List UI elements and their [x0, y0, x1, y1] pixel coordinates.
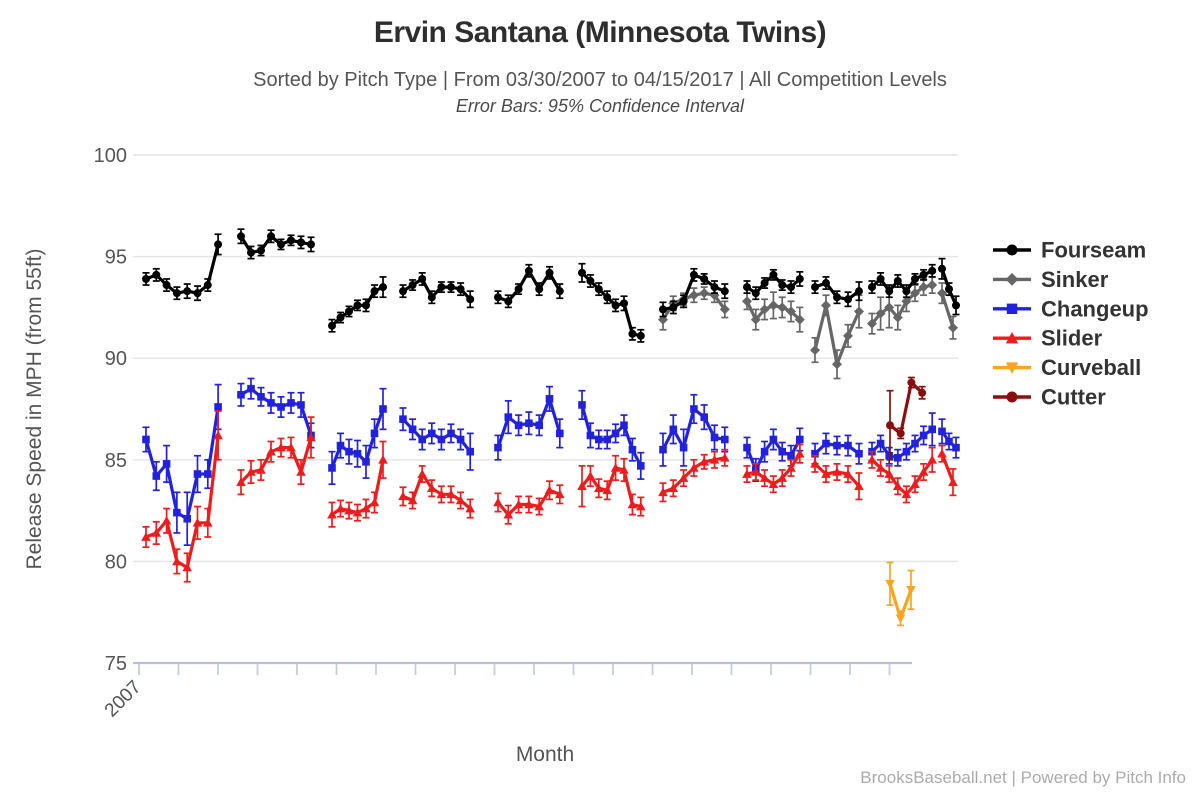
legend-item-curveball: Curveball [993, 355, 1141, 380]
legend-item-sinker: Sinker [993, 267, 1109, 292]
chart-subtitle: Sorted by Pitch Type | From 03/30/2007 t… [253, 69, 947, 91]
series-sinker [658, 276, 958, 380]
svg-text:95: 95 [105, 247, 127, 269]
legend-item-changeup: Changeup [993, 296, 1149, 321]
legend-label-changeup: Changeup [1041, 296, 1149, 321]
svg-text:85: 85 [105, 450, 127, 472]
svg-text:80: 80 [105, 551, 127, 573]
x-axis-title: Month [515, 743, 575, 766]
svg-text:100: 100 [94, 145, 127, 167]
x-tick-label-2007: 2007 [101, 677, 146, 722]
series-slider [141, 410, 958, 583]
legend-label-slider: Slider [1041, 326, 1103, 351]
y-axis-tick-labels: 100 95 90 85 80 75 [94, 145, 127, 675]
chart-title: Ervin Santana (Minnesota Twins) [373, 16, 827, 49]
x-axis: 2007 [101, 661, 912, 722]
legend-label-cutter: Cutter [1041, 385, 1106, 410]
legend: Fourseam Sinker Changeup Slider Curveball Cut… [993, 238, 1149, 410]
attribution-footer: BrooksBaseball.net | Powered by Pitch In… [860, 768, 1186, 787]
svg-text:90: 90 [105, 348, 127, 370]
legend-label-curveball: Curveball [1041, 355, 1141, 380]
legend-item-slider: Slider [993, 326, 1103, 351]
series-cutter [886, 376, 927, 461]
svg-text:75: 75 [105, 653, 127, 675]
series-fourseam [142, 228, 960, 343]
legend-label-sinker: Sinker [1041, 267, 1109, 292]
series-changeup [142, 377, 960, 546]
series-curveball [885, 561, 916, 627]
legend-item-fourseam: Fourseam [993, 238, 1146, 263]
error-bars-note: Error Bars: 95% Confidence Interval [455, 96, 745, 116]
legend-label-fourseam: Fourseam [1041, 238, 1146, 263]
gridlines [133, 154, 958, 563]
legend-item-cutter: Cutter [993, 385, 1106, 410]
